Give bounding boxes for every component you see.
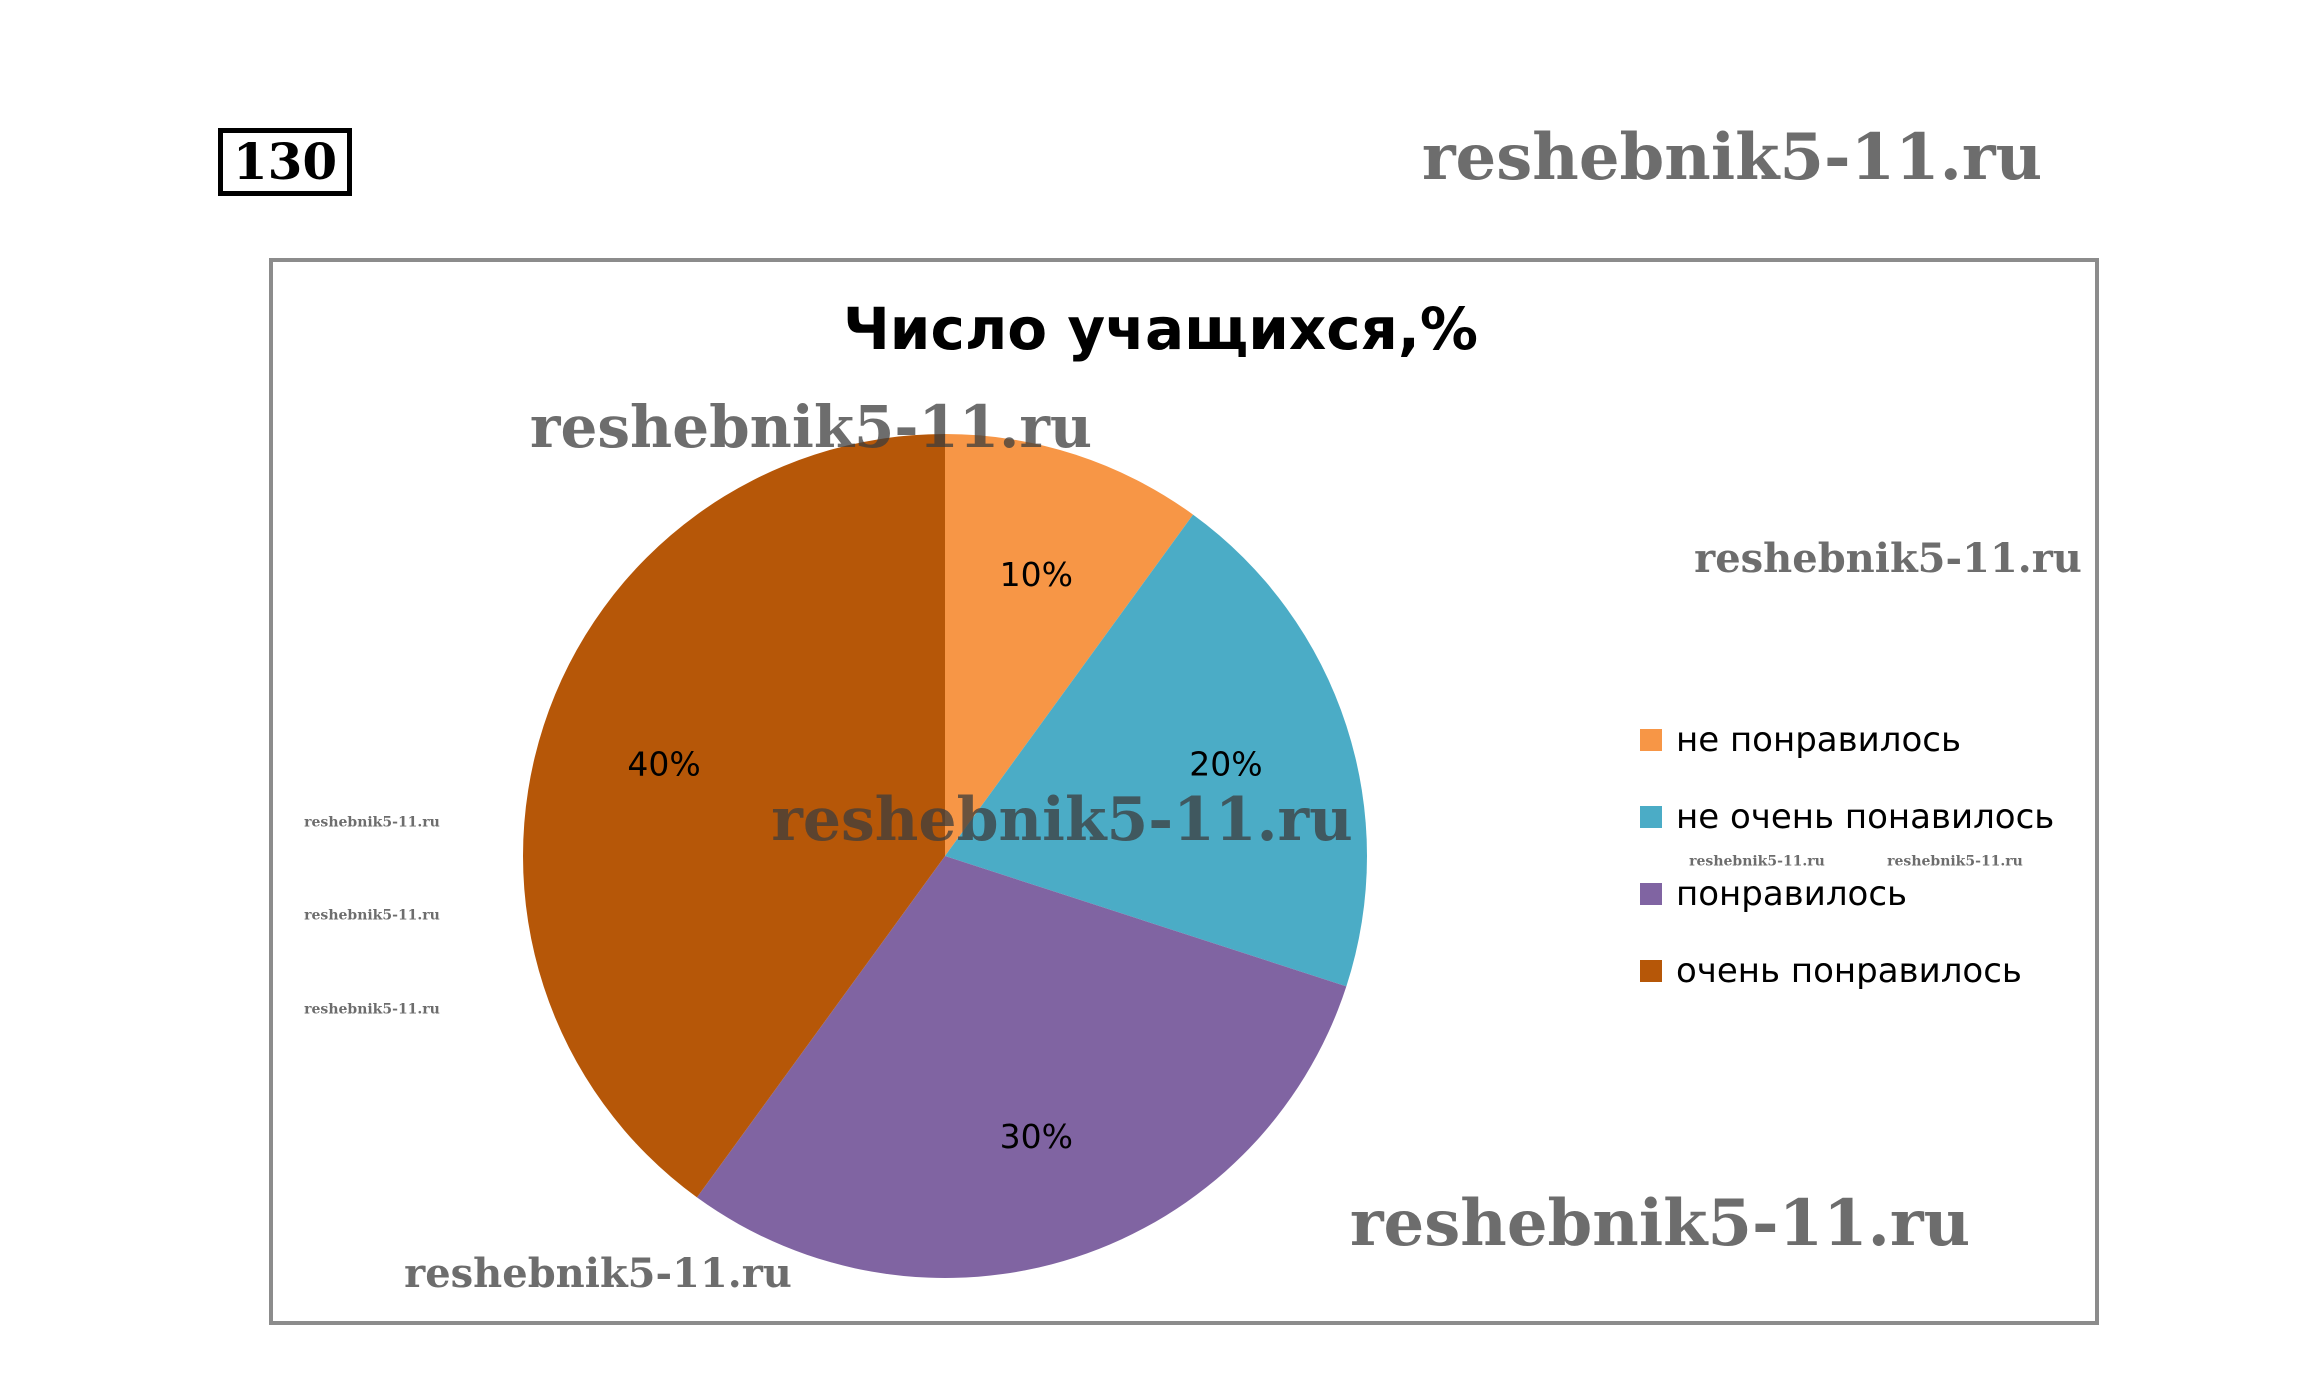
legend-item: очень понравилось [1640, 951, 2022, 991]
legend-item: понравилось [1640, 874, 1907, 914]
chart-title: Число учащихся,% [842, 295, 1479, 363]
data-label: 20% [1189, 745, 1262, 784]
problem-number: 130 [218, 128, 352, 196]
legend-label: не понравилось [1676, 720, 1962, 760]
data-label: 40% [627, 745, 700, 784]
legend-item: не понравилось [1640, 720, 1961, 760]
legend-label: очень понравилось [1676, 951, 2022, 991]
watermark: reshebnik5-11.ru [404, 1250, 792, 1297]
legend-swatch [1640, 960, 1662, 982]
watermark: reshebnik5-11.ru [1349, 1185, 1971, 1261]
data-label: 30% [1000, 1117, 1073, 1156]
legend-swatch [1640, 729, 1662, 751]
legend-swatch [1640, 806, 1662, 828]
pie-slice-2 [945, 514, 1367, 987]
chart-frame [269, 258, 2099, 1325]
watermark: reshebnik5-11.ru [1887, 853, 2023, 870]
pie-slice-4 [523, 434, 945, 1198]
watermark: reshebnik5-11.ru [771, 785, 1353, 855]
pie-slice-3 [696, 856, 1347, 1278]
watermark: reshebnik5-11.ru [304, 1001, 440, 1018]
watermark: reshebnik5-11.ru [529, 393, 1093, 462]
watermark: reshebnik5-11.ru [1421, 119, 2043, 195]
legend-swatch [1640, 883, 1662, 905]
watermark: reshebnik5-11.ru [304, 814, 440, 831]
watermark: reshebnik5-11.ru [1694, 535, 2082, 582]
legend-label: понравилось [1676, 874, 1908, 914]
watermark: reshebnik5-11.ru [304, 907, 440, 924]
legend-item: не очень понавилось [1640, 797, 2054, 837]
data-label: 10% [1000, 555, 1073, 594]
legend-label: не очень понавилось [1676, 797, 2055, 837]
pie-slice-1 [945, 434, 1194, 856]
watermark: reshebnik5-11.ru [1689, 853, 1825, 870]
